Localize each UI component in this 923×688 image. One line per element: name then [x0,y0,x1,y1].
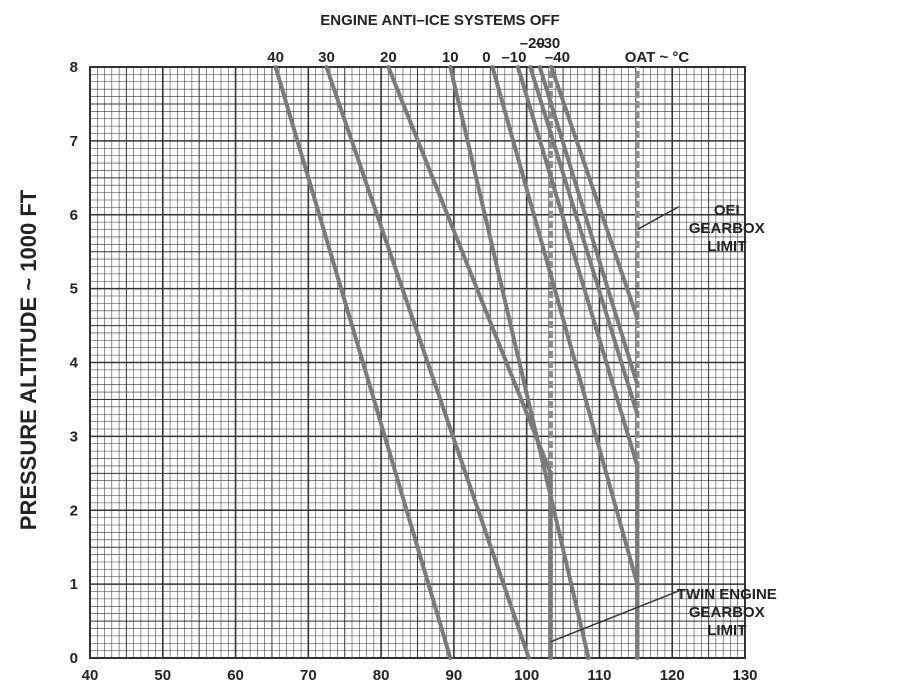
y-tick-label: 1 [70,576,78,593]
x-tick-label: 50 [154,667,171,684]
oat-line-label: –10 [501,49,526,66]
oat-line-label: –20 [520,35,545,52]
oat-labels: 40 30 20 10 0 –10–20–30–40 [267,35,570,66]
annotation-text: GEARBOX [689,220,765,237]
tick-labels: 40 50 60 70 80 90 100 110 120 130 0 1 2 3 4 5 6 7 8 [70,59,758,684]
oat-line-label: 40 [267,49,284,66]
annotation-text: TWIN ENGINE [677,586,777,603]
x-tick-label: 130 [732,667,757,684]
annotation-leader-line [550,590,680,643]
x-tick-label: 70 [300,667,317,684]
y-tick-label: 0 [70,650,78,667]
y-tick-label: 5 [70,281,78,298]
x-tick-label: 120 [660,667,685,684]
x-tick-label: 90 [446,667,463,684]
grid [89,66,746,659]
series-lines [273,65,640,660]
annotation-text: LIMIT [707,622,746,639]
oat-line [273,65,453,660]
y-tick-label: 4 [70,355,79,372]
oat-label: OAT ~ °C [625,49,690,66]
oat-line [448,65,591,660]
oat-line-label: –40 [545,49,570,66]
y-tick-label: 6 [70,207,78,224]
annotation-text: OEI [714,202,740,219]
x-tick-label: 110 [587,667,611,684]
y-tick-label: 7 [70,133,78,150]
y-tick-label: 8 [70,59,78,76]
oat-line-label: 10 [442,49,459,66]
chart-title: ENGINE ANTI–ICE SYSTEMS OFF [320,12,559,29]
oat-line-label: –30 [535,35,560,52]
x-tick-label: 40 [82,667,99,684]
x-tick-label: 60 [227,667,244,684]
y-tick-label: 3 [70,428,78,445]
oat-line [537,65,640,387]
oat-line [386,65,553,660]
y-tick-label: 2 [70,502,78,519]
oat-line [528,65,640,417]
x-tick-label: 100 [514,667,539,684]
oat-line-label: 20 [380,49,397,66]
x-tick-label: 80 [373,667,390,684]
annotation-text: GEARBOX [689,604,765,621]
y-axis-label: PRESSURE ALTITUDE ~ 1000 FT [16,189,41,530]
oat-line [515,65,640,660]
oat-line [549,65,640,321]
oat-line [324,65,531,660]
annotation-leader-line [636,206,680,231]
annotation-text: LIMIT [707,238,746,255]
oat-line-label: 30 [318,49,335,66]
oat-line-label: 0 [482,49,490,66]
